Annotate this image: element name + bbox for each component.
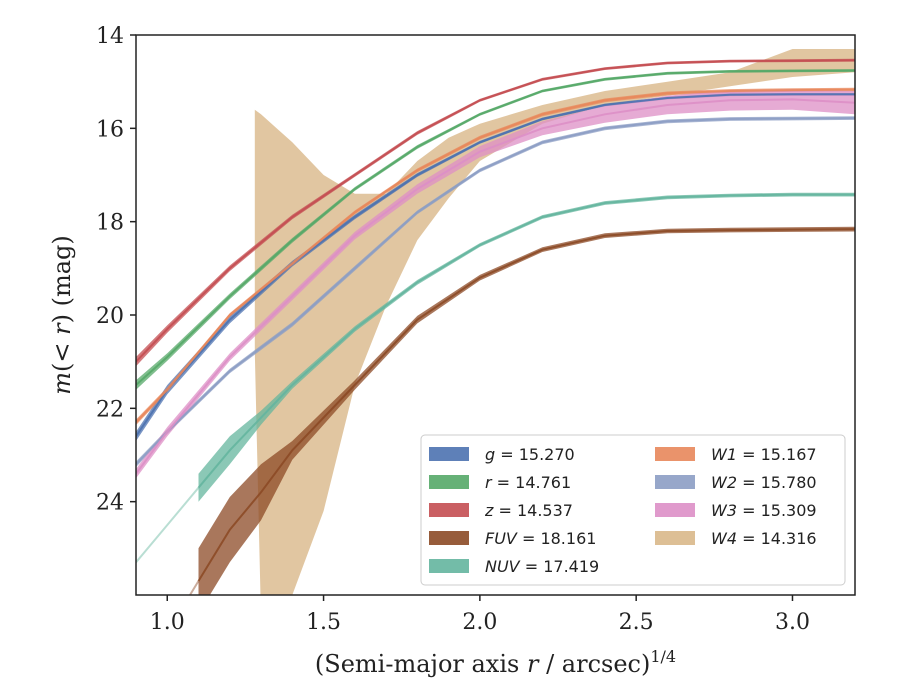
legend-swatch-z — [429, 503, 469, 517]
line-w3 — [136, 98, 855, 475]
legend-swatch-g — [429, 447, 469, 461]
legend-item-fuv: FUV = 18.161 — [429, 529, 596, 548]
x-tick-label: 2.5 — [619, 610, 654, 635]
line-nuv — [197, 193, 855, 489]
y-axis-ticks: 14 16 18 20 22 24 — [96, 24, 136, 516]
x-axis-label: (Semi-major axis r / arcsec)1/4 — [315, 647, 676, 678]
legend-label-r: r = 14.761 — [485, 473, 571, 492]
line-r — [136, 69, 855, 386]
x-tick-label: 2.0 — [462, 610, 497, 635]
y-tick-label: 22 — [96, 397, 124, 422]
series-lines — [136, 59, 855, 595]
y-tick-label: 20 — [96, 304, 124, 329]
y-tick-label: 18 — [96, 211, 124, 236]
legend-item-w3: W3 = 15.309 — [655, 501, 817, 520]
line-g — [136, 93, 855, 437]
legend-item-w2: W2 = 15.780 — [655, 473, 817, 492]
x-tick-label: 1.0 — [150, 610, 185, 635]
line-fuv — [197, 228, 855, 582]
legend-swatch-w3 — [655, 503, 695, 517]
legend-item-w1: W1 = 15.167 — [655, 445, 817, 464]
y-tick-label: 24 — [96, 491, 124, 516]
y-axis-label: m(< r) (mag) — [48, 235, 76, 395]
band-w4 — [254, 49, 855, 595]
legend-label-w2: W2 = 15.780 — [711, 473, 817, 492]
legend-swatch-fuv — [429, 531, 469, 545]
x-axis-ticks: 1.0 1.5 2.0 2.5 3.0 — [150, 595, 810, 635]
legend-swatch-w4 — [655, 531, 695, 545]
legend-label-g: g = 15.270 — [485, 445, 575, 464]
legend-item-nuv: NUV = 17.419 — [429, 557, 599, 576]
y-tick-label: 14 — [96, 24, 124, 49]
band-w2 — [136, 116, 855, 468]
legend-item-r: r = 14.761 — [429, 473, 571, 492]
x-tick-label: 1.5 — [306, 610, 341, 635]
legend-swatch-r — [429, 475, 469, 489]
legend-label-w4: W4 = 14.316 — [711, 529, 817, 548]
legend-label-nuv: NUV = 17.419 — [485, 557, 599, 576]
legend: g = 15.270 r = 14.761 z = 14.537 FUV = 18.1… — [420, 434, 846, 586]
legend-item-g: g = 15.270 — [429, 445, 575, 464]
legend-label-z: z = 14.537 — [484, 501, 573, 520]
line-w1 — [136, 88, 855, 423]
legend-swatch-w2 — [655, 475, 695, 489]
legend-box — [420, 434, 846, 586]
x-tick-label: 3.0 — [775, 610, 810, 635]
legend-item-w4: W4 = 14.316 — [655, 529, 817, 548]
legend-label-fuv: FUV = 18.161 — [485, 529, 596, 548]
legend-swatch-nuv — [429, 559, 469, 573]
y-tick-label: 16 — [96, 117, 124, 142]
faint-line-nuv — [136, 487, 200, 563]
legend-swatch-w1 — [655, 447, 695, 461]
legend-label-w3: W3 = 15.309 — [711, 501, 817, 520]
line-z — [136, 59, 855, 363]
legend-item-z: z = 14.537 — [429, 501, 573, 520]
line-w2 — [136, 117, 855, 465]
legend-label-w1: W1 = 15.167 — [711, 445, 817, 464]
